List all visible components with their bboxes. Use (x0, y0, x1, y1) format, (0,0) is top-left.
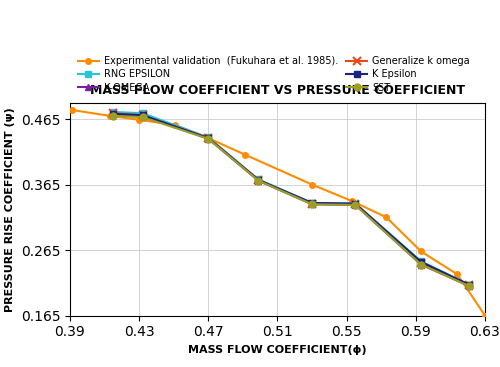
Line: Generalize k omega: Generalize k omega (109, 109, 474, 290)
Generalize k omega (418, 261, 424, 265)
K Epsilon (206, 136, 212, 140)
RNG EPSILON (309, 201, 315, 205)
RNG EPSILON (352, 201, 358, 206)
Generalize k omega (466, 283, 472, 288)
Experimental validation  (Fukuhara et al. 1985). (454, 272, 460, 277)
Line: K-OMEGA: K-OMEGA (110, 111, 473, 290)
Line: RNG EPSILON: RNG EPSILON (110, 109, 473, 288)
Generalize k omega (352, 202, 358, 207)
Experimental validation  (Fukuhara et al. 1985). (107, 114, 113, 118)
Experimental validation  (Fukuhara et al. 1985). (349, 199, 355, 203)
Y-axis label: PRESSURE RISE COEFFICIENT (ψ): PRESSURE RISE COEFFICIENT (ψ) (5, 107, 15, 312)
SST (110, 114, 116, 118)
SST (352, 203, 358, 207)
X-axis label: MASS FLOW COEFFICIENT(ϕ): MASS FLOW COEFFICIENT(ϕ) (188, 345, 367, 355)
Experimental validation  (Fukuhara et al. 1985). (172, 123, 178, 127)
K Epsilon (110, 112, 116, 116)
RNG EPSILON (110, 110, 116, 114)
Line: K Epsilon: K Epsilon (110, 110, 473, 288)
SST (466, 284, 472, 288)
K-OMEGA (418, 262, 424, 267)
RNG EPSILON (466, 283, 472, 287)
K Epsilon (418, 260, 424, 264)
Experimental validation  (Fukuhara et al. 1985). (242, 152, 248, 157)
K Epsilon (309, 201, 315, 205)
SST (140, 115, 145, 119)
Generalize k omega (309, 201, 315, 206)
Experimental validation  (Fukuhara et al. 1985). (206, 136, 212, 140)
Title: MASS FLOW COEFFICIENT VS PRESSURE COEFFICIENT: MASS FLOW COEFFICIENT VS PRESSURE COEFFI… (90, 84, 465, 97)
Line: SST: SST (110, 112, 473, 290)
K Epsilon (256, 178, 262, 182)
Experimental validation  (Fukuhara et al. 1985). (309, 182, 315, 187)
K-OMEGA (206, 137, 212, 141)
K-OMEGA (309, 202, 315, 207)
Generalize k omega (110, 111, 116, 116)
SST (309, 202, 315, 207)
Experimental validation  (Fukuhara et al. 1985). (136, 117, 142, 122)
K Epsilon (140, 113, 145, 117)
Experimental validation  (Fukuhara et al. 1985). (68, 108, 74, 112)
K-OMEGA (466, 284, 472, 288)
K-OMEGA (352, 203, 358, 207)
Legend: Experimental validation  (Fukuhara et al. 1985)., RNG EPSILON, K-OMEGA, Generali: Experimental validation (Fukuhara et al.… (75, 53, 473, 96)
Experimental validation  (Fukuhara et al. 1985). (482, 313, 488, 318)
K-OMEGA (110, 112, 116, 117)
Experimental validation  (Fukuhara et al. 1985). (384, 215, 390, 219)
Generalize k omega (256, 178, 262, 182)
SST (256, 178, 262, 183)
K-OMEGA (256, 178, 262, 183)
RNG EPSILON (206, 135, 212, 140)
Line: Experimental validation  (Fukuhara et al. 1985).: Experimental validation (Fukuhara et al.… (69, 107, 488, 319)
K Epsilon (352, 201, 358, 206)
K-OMEGA (140, 114, 145, 118)
RNG EPSILON (418, 259, 424, 264)
SST (418, 262, 424, 267)
RNG EPSILON (140, 111, 145, 116)
RNG EPSILON (256, 177, 262, 182)
Generalize k omega (206, 136, 212, 140)
Generalize k omega (140, 113, 145, 117)
K Epsilon (466, 283, 472, 287)
Experimental validation  (Fukuhara et al. 1985). (418, 249, 424, 254)
SST (206, 137, 212, 141)
